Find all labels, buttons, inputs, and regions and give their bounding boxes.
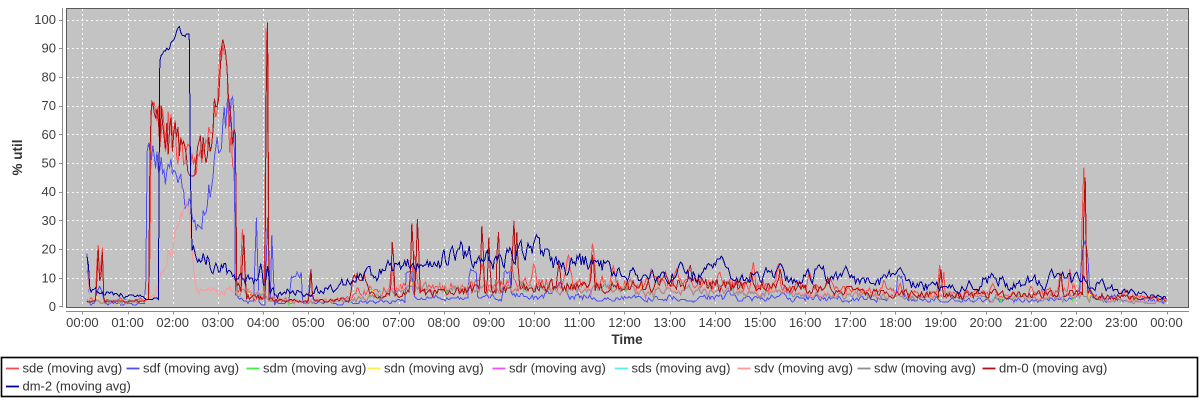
svg-text:21:00: 21:00 xyxy=(1015,315,1048,330)
svg-text:sds (moving avg): sds (moving avg) xyxy=(632,361,731,376)
svg-text:08:00: 08:00 xyxy=(428,315,461,330)
svg-text:22:00: 22:00 xyxy=(1060,315,1093,330)
svg-text:60: 60 xyxy=(42,127,56,142)
svg-text:07:00: 07:00 xyxy=(382,315,415,330)
svg-text:dm-2 (moving avg): dm-2 (moving avg) xyxy=(23,379,131,394)
svg-text:20: 20 xyxy=(42,242,56,257)
svg-text:05:00: 05:00 xyxy=(292,315,325,330)
svg-text:sde (moving avg): sde (moving avg) xyxy=(23,361,123,376)
svg-text:70: 70 xyxy=(42,98,56,113)
svg-text:sdn (moving avg): sdn (moving avg) xyxy=(384,361,484,376)
svg-text:02:00: 02:00 xyxy=(156,315,189,330)
svg-text:12:00: 12:00 xyxy=(608,315,641,330)
svg-text:00:00: 00:00 xyxy=(66,315,99,330)
svg-text:sdf (moving avg): sdf (moving avg) xyxy=(143,361,239,376)
svg-text:dm-0 (moving avg): dm-0 (moving avg) xyxy=(999,361,1107,376)
svg-text:0: 0 xyxy=(49,299,56,314)
svg-text:% util: % util xyxy=(10,140,25,176)
svg-text:23:00: 23:00 xyxy=(1105,315,1138,330)
svg-text:13:00: 13:00 xyxy=(653,315,686,330)
svg-text:01:00: 01:00 xyxy=(111,315,144,330)
svg-text:00:00: 00:00 xyxy=(1150,315,1183,330)
svg-text:11:00: 11:00 xyxy=(564,315,596,330)
svg-text:sdv (moving avg): sdv (moving avg) xyxy=(754,361,853,376)
svg-text:30: 30 xyxy=(42,213,56,228)
svg-text:10: 10 xyxy=(42,270,56,285)
svg-text:04:00: 04:00 xyxy=(247,315,280,330)
svg-text:03:00: 03:00 xyxy=(202,315,235,330)
svg-text:100: 100 xyxy=(34,12,56,27)
svg-text:80: 80 xyxy=(42,69,56,84)
svg-text:06:00: 06:00 xyxy=(337,315,370,330)
svg-text:20:00: 20:00 xyxy=(970,315,1003,330)
svg-text:Time: Time xyxy=(611,332,643,347)
svg-text:sdr (moving avg): sdr (moving avg) xyxy=(509,361,606,376)
svg-text:18:00: 18:00 xyxy=(879,315,912,330)
svg-text:40: 40 xyxy=(42,184,56,199)
svg-text:09:00: 09:00 xyxy=(473,315,506,330)
svg-text:sdm (moving avg): sdm (moving avg) xyxy=(263,361,366,376)
svg-text:16:00: 16:00 xyxy=(789,315,822,330)
svg-text:10:00: 10:00 xyxy=(518,315,551,330)
svg-text:17:00: 17:00 xyxy=(834,315,867,330)
svg-text:19:00: 19:00 xyxy=(924,315,957,330)
svg-text:15:00: 15:00 xyxy=(744,315,777,330)
svg-text:14:00: 14:00 xyxy=(699,315,732,330)
svg-text:sdw (moving avg): sdw (moving avg) xyxy=(874,361,976,376)
svg-text:90: 90 xyxy=(42,41,56,56)
svg-text:50: 50 xyxy=(42,156,56,171)
